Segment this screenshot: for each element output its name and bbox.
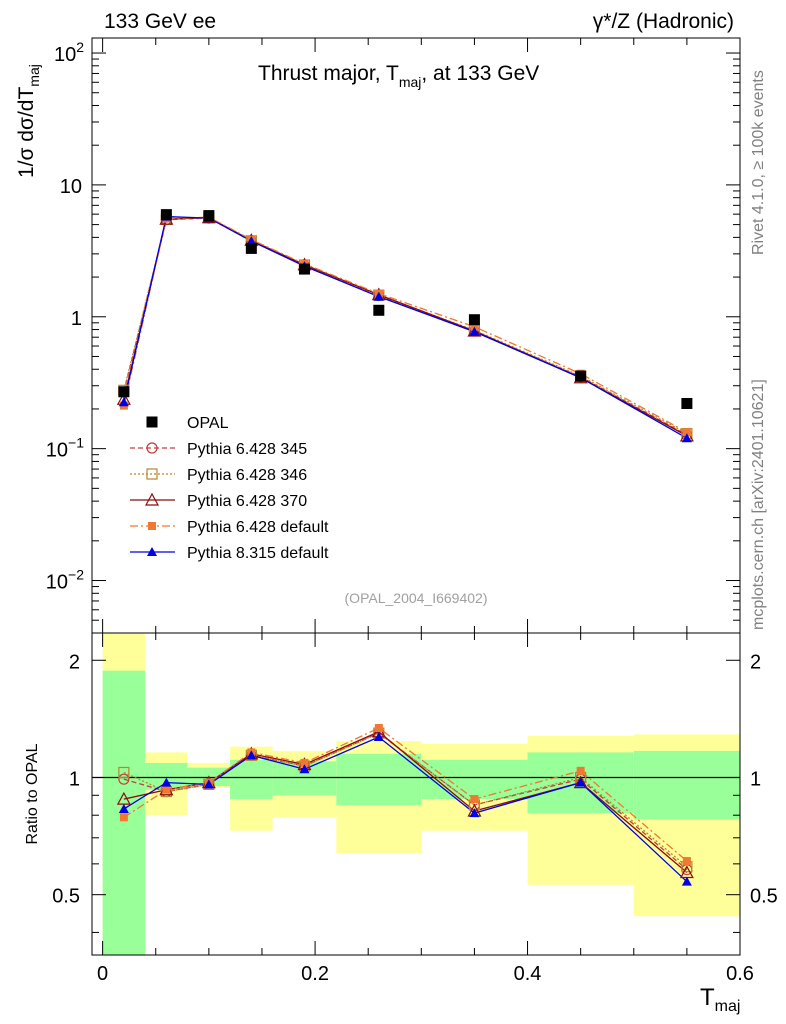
legend-marker [146, 416, 158, 428]
ratio-band-stat-5 [336, 753, 422, 805]
ratio-band-stat-8 [633, 750, 740, 820]
legend-label: Pythia 6.428 370 [187, 493, 307, 510]
ratio-series-line-3 [123, 727, 688, 862]
legend-item-5: Pythia 8.315 default [130, 545, 329, 562]
opal-data-point-5 [373, 304, 385, 316]
ratio-series-4-point-5 [373, 732, 384, 742]
legend-label: OPAL [187, 415, 229, 432]
opal-data-point-0 [118, 386, 130, 398]
main-series-line-1 [123, 217, 688, 435]
ratio-series-3-point-1 [162, 785, 171, 794]
legend-item-2: Pythia 6.428 346 [130, 467, 307, 484]
y-axis-label: 1/σ dσ/dTmaj [15, 64, 42, 178]
main-series-4-point-8 [681, 433, 692, 443]
ratio-series-4-point-4 [299, 764, 310, 774]
rivet-version-label: Rivet 4.1.0, ≥ 100k events [750, 70, 767, 255]
main-panel: 10−2 10−1 1 10 102 Thrust major, Tmaj, at 13… [15, 37, 741, 634]
analysis-id-watermark: (OPAL_2004_I669402) [345, 590, 488, 606]
main-y-tick-label-4: 102 [54, 39, 84, 66]
ratio-series-4-point-6 [469, 808, 480, 818]
legend-marker [148, 522, 156, 530]
main-series-4-point-6 [469, 326, 480, 336]
ratio-series-4-point-7 [575, 777, 586, 787]
opal-data-point-8 [681, 397, 693, 409]
main-series-4-point-3 [246, 236, 257, 246]
main-y-tick-label-2: 1 [71, 308, 82, 330]
ratio-series-line-1 [123, 732, 688, 868]
main-series-4-point-5 [373, 291, 384, 301]
ratio-series-2-point-7 [573, 775, 588, 789]
x-tick-label-1: 0.2 [301, 963, 329, 985]
x-axis-label: Tmaj [700, 984, 740, 1015]
x-tick-label-0: 0 [97, 963, 108, 985]
ratio-frame [91, 632, 741, 956]
ratio-series-4-point-8 [681, 876, 692, 886]
opal-data-point-6 [468, 314, 480, 326]
ratio-series-3-point-4 [300, 758, 309, 767]
legend-item-4: Pythia 6.428 default [130, 519, 329, 536]
opal-data-point-1 [160, 209, 172, 221]
ratio-y-axis-label: Ratio to OPAL [24, 743, 41, 844]
legend-marker [146, 468, 158, 480]
legend-marker [147, 547, 157, 556]
main-series-line-0 [123, 217, 688, 436]
main-series-line-4 [123, 215, 688, 439]
ratio-band-stat-6 [421, 759, 528, 800]
legend-label: Pythia 6.428 346 [187, 467, 307, 484]
opal-data-point-3 [245, 242, 257, 254]
header-left-label: 133 GeV ee [104, 10, 216, 33]
ratio-series-4-point-2 [203, 779, 214, 789]
ratio-series-4-point-3 [246, 750, 257, 760]
legend-item-1: Pythia 6.428 345 [130, 441, 307, 458]
mcplots-label: mcplots.cern.ch [arXiv:2401.10621] [750, 379, 767, 630]
ratio-panel: 0.5 0.5 1 1 2 2 Ratio to OPAL [24, 632, 778, 956]
legend: OPAL Pythia 6.428 345 Pythia 6.428 346 Pyth… [130, 415, 329, 562]
legend-label: Pythia 8.315 default [187, 545, 329, 562]
ratio-y-tick-label-left-2: 2 [69, 651, 80, 673]
header-right-label: γ*/Z (Hadronic) [593, 10, 734, 33]
legend-label: Pythia 6.428 345 [187, 441, 307, 458]
main-y-tick-label-3: 10 [60, 176, 82, 198]
ratio-series-3-point-6 [470, 795, 479, 804]
opal-data-point-4 [298, 263, 310, 275]
legend-label: Pythia 6.428 default [187, 519, 329, 536]
main-frame [91, 37, 741, 634]
ratio-series-1-point-0 [118, 766, 130, 779]
main-y-tick-label-0: 10−2 [46, 567, 84, 594]
ratio-series-4-point-0 [118, 803, 129, 813]
ratio-series-0-point-0 [118, 773, 130, 785]
legend-item-3: Pythia 6.428 370 [130, 492, 307, 510]
main-y-tick-label-1: 10−1 [46, 435, 84, 462]
plot-title: Thrust major, Tmaj, at 133 GeV [258, 62, 539, 90]
opal-data-point-2 [203, 210, 215, 222]
main-series-4-point-0 [118, 397, 129, 407]
x-tick-label-2: 0.4 [514, 963, 542, 985]
main-series-3-point-8 [682, 428, 691, 437]
main-series-line-3 [123, 216, 688, 433]
main-series-line-2 [123, 216, 688, 437]
opal-data-point-7 [575, 370, 587, 382]
ratio-series-3-point-7 [576, 766, 585, 775]
x-tick-label-3: 0.6 [726, 963, 754, 985]
legend-marker [144, 492, 160, 506]
ratio-y-tick-label-right-0: 0.5 [750, 886, 778, 908]
legend-marker [146, 442, 158, 454]
ratio-y-tick-label-left-1: 1 [69, 768, 80, 790]
ratio-series-3-point-0 [119, 813, 128, 822]
ratio-y-tick-label-left-0: 0.5 [52, 886, 80, 908]
ratio-y-tick-label-right-1: 1 [750, 768, 761, 790]
ratio-series-3-point-8 [682, 857, 691, 866]
ratio-series-4-point-1 [161, 777, 172, 787]
legend-item-0: OPAL [146, 415, 229, 432]
ratio-band-stat-3 [230, 759, 273, 800]
ratio-series-3-point-5 [374, 723, 383, 732]
ratio-y-tick-label-right-2: 2 [750, 651, 761, 673]
